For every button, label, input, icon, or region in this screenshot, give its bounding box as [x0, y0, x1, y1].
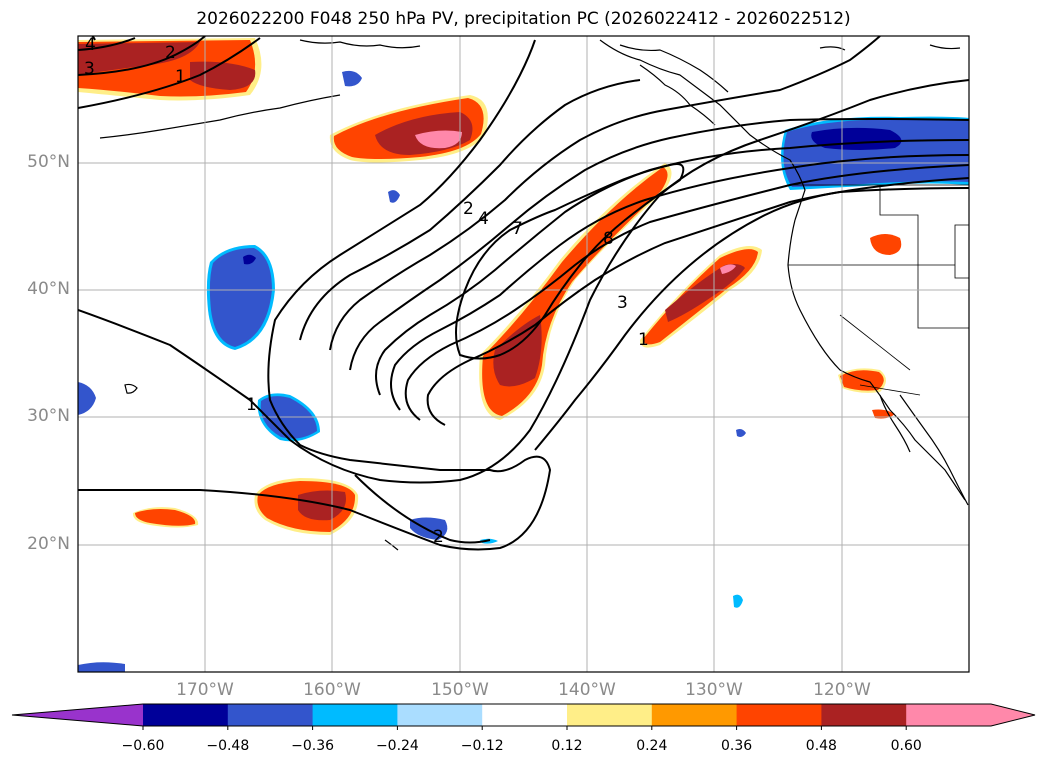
contour-label: 7	[512, 219, 523, 239]
contour-label: 2	[433, 527, 444, 547]
contour-label: 2	[165, 43, 176, 63]
lon-label: 170°W	[176, 680, 234, 700]
colorbar-extend-low	[12, 704, 143, 726]
lon-label: 150°W	[431, 680, 489, 700]
contour-label: 8	[603, 229, 614, 249]
contour-label: 1	[246, 395, 257, 415]
contour-label: 2	[463, 199, 474, 219]
lat-label: 30°N	[27, 406, 70, 426]
contour-label: 1	[638, 330, 649, 350]
lon-label: 140°W	[558, 680, 616, 700]
colorbar	[11, 703, 1036, 730]
colorbar-tick-label: −0.12	[460, 738, 504, 754]
colorbar-extend-high	[991, 704, 1035, 726]
colorbar-bin	[821, 704, 907, 726]
lon-label: 160°W	[303, 680, 361, 700]
coastlines	[99, 39, 969, 551]
contour-label: 4	[85, 35, 96, 55]
precip-negative-areas	[78, 70, 969, 672]
map-frame	[77, 35, 970, 673]
contour-label: 1	[175, 67, 186, 87]
contour-label: 3	[84, 59, 95, 79]
colorbar-tick-label: −0.36	[291, 738, 335, 754]
colorbar-bin	[651, 704, 738, 726]
colorbar-bin	[482, 704, 568, 726]
colorbar-tick-label: −0.24	[375, 738, 419, 754]
colorbar-tick-label: 0.24	[636, 738, 668, 754]
map-title: 2026022200 F048 250 hPa PV, precipitatio…	[196, 9, 851, 29]
contour-label-group: 4 3 2 1 2 4 7 8 3 1 1 2	[84, 35, 649, 547]
colorbar-tick-label: 0.12	[551, 738, 583, 754]
colorbar-tick-label: −0.60	[121, 738, 165, 754]
colorbar-bin	[567, 704, 653, 726]
colorbar-bin	[312, 704, 398, 726]
colorbar-bin	[397, 704, 483, 726]
colorbar-bin	[143, 704, 229, 726]
colorbar-bin	[906, 704, 992, 726]
colorbar-bin	[736, 704, 822, 726]
lat-label: 50°N	[27, 152, 70, 172]
colorbar-tick-label: 0.36	[721, 738, 753, 754]
contour-label: 3	[617, 293, 628, 313]
colorbar-bin	[227, 704, 314, 726]
contour-label: 4	[478, 209, 489, 229]
colorbar-tick-label: 0.60	[890, 738, 922, 754]
colorbar-tick-label: −0.48	[206, 738, 250, 754]
lat-label: 40°N	[27, 279, 70, 299]
precip-positive-areas	[78, 38, 902, 535]
political-borders	[788, 184, 969, 396]
colorbar-tick-label: 0.48	[805, 738, 837, 754]
lat-label: 20°N	[27, 534, 70, 554]
pv-contours	[78, 36, 969, 551]
lon-label: 130°W	[685, 680, 743, 700]
lon-label: 120°W	[813, 680, 871, 700]
